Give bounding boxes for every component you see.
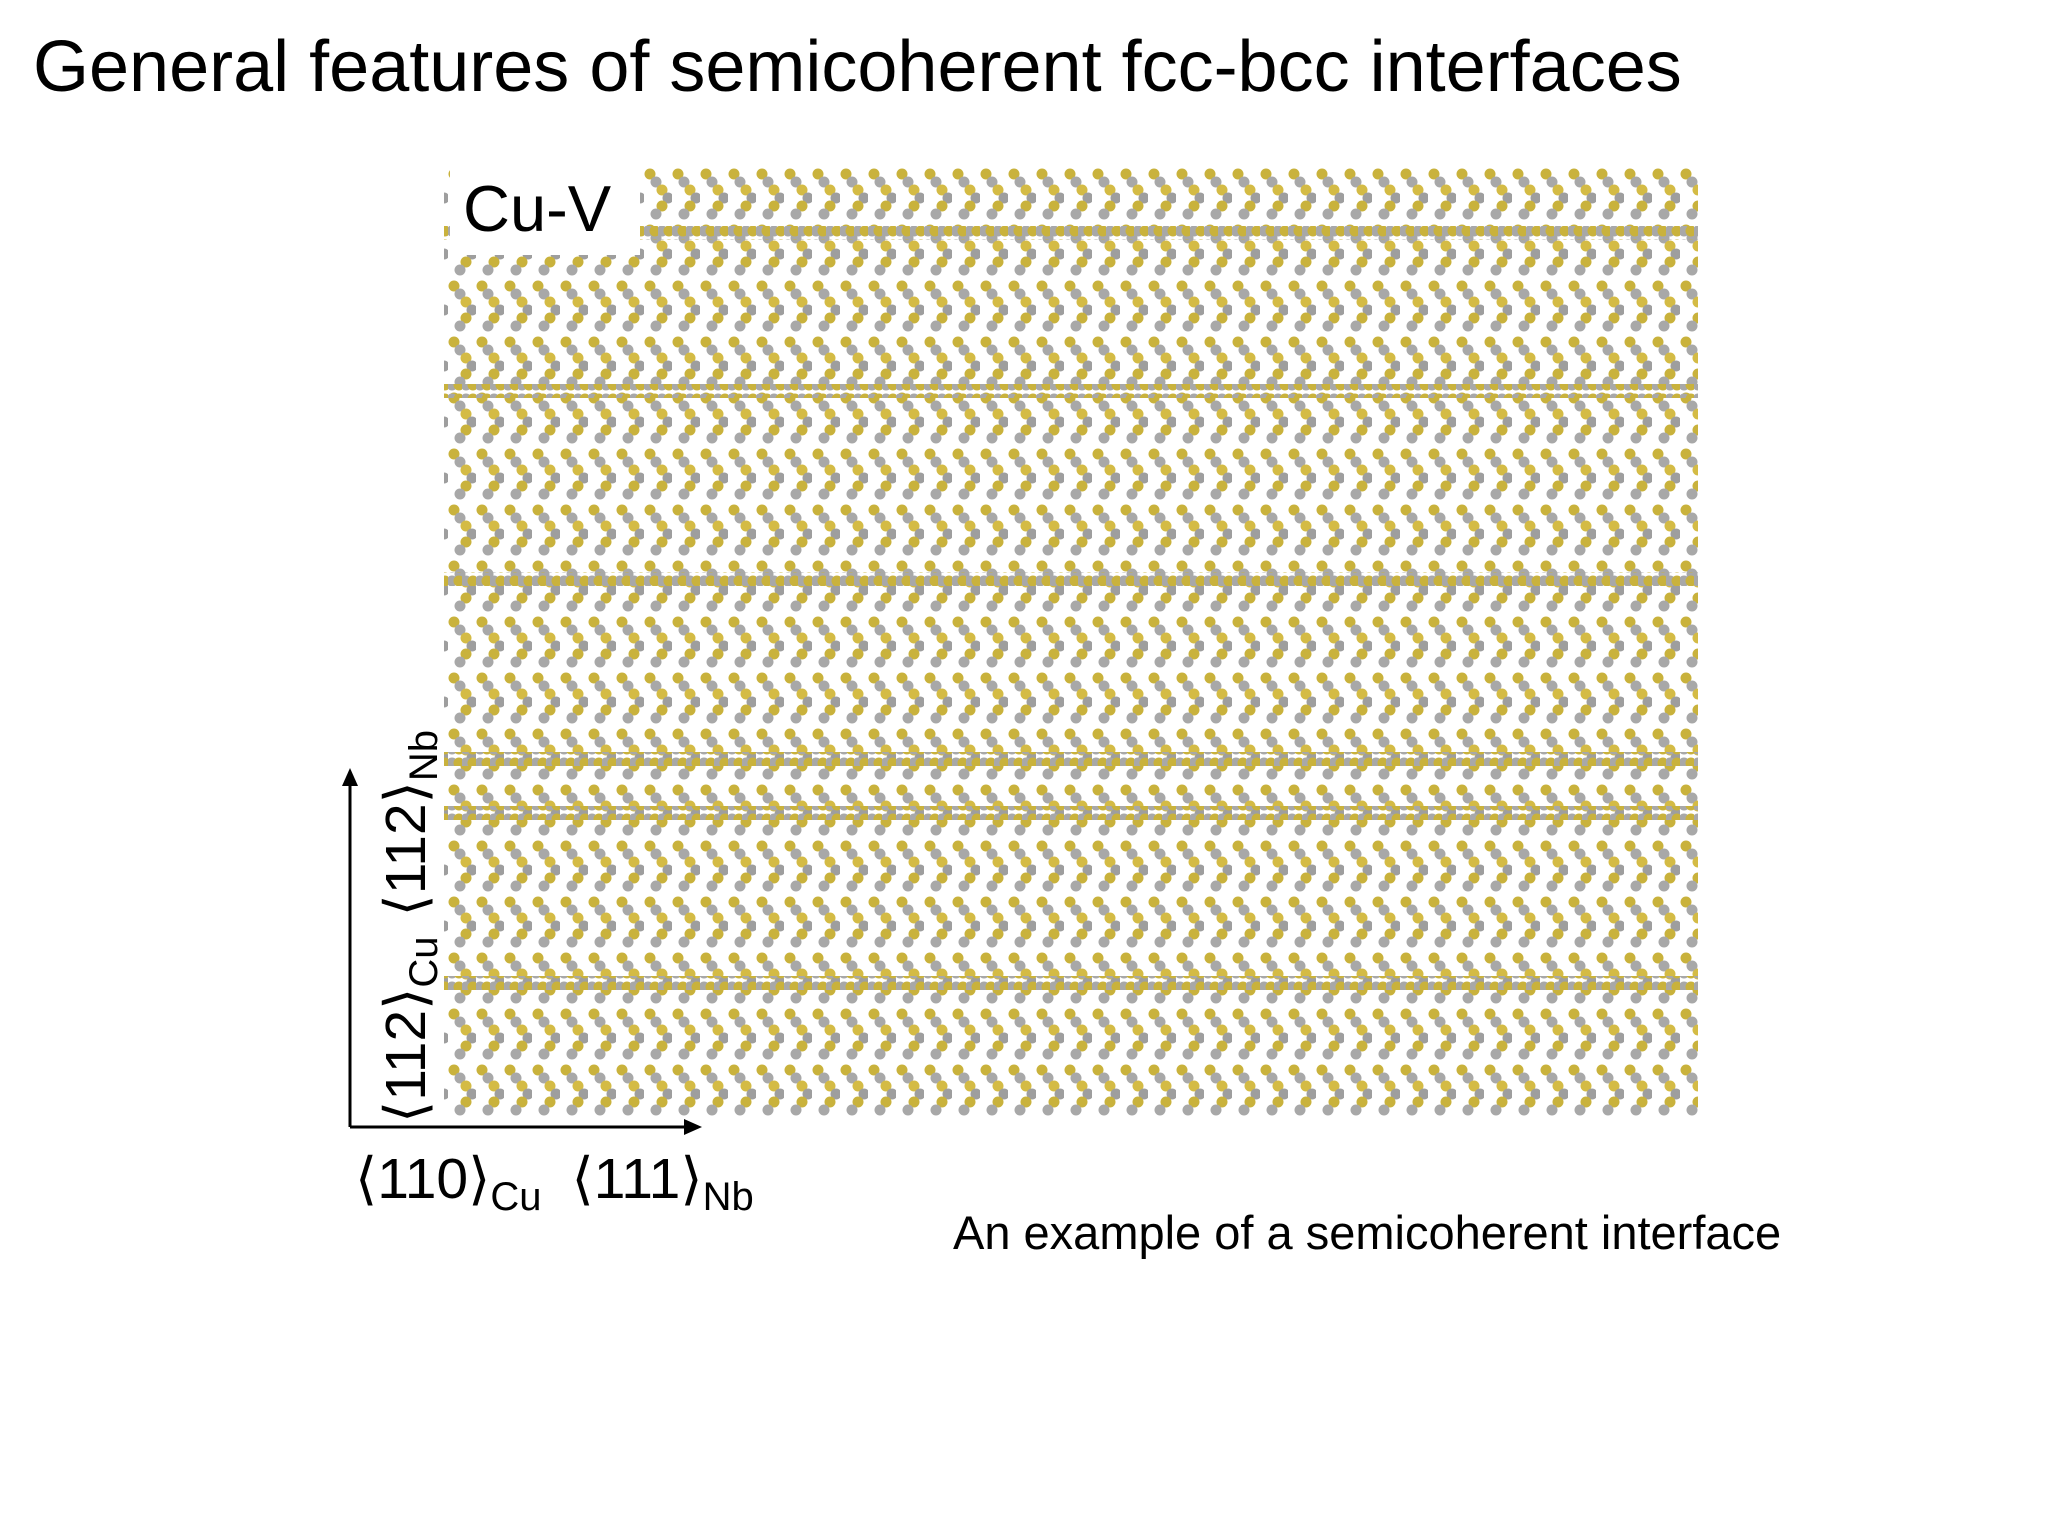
slide-title: General features of semicoherent fcc-bcc… [33,27,1682,107]
direction: ⟨110⟩ [355,1147,490,1211]
subscript: Cu [402,937,446,988]
direction: ⟨112⟩ [374,781,438,916]
subscript: Nb [703,1175,754,1219]
horizontal-axis-label: ⟨110⟩Cu ⟨111⟩Nb [355,1147,754,1219]
subscript: Cu [490,1175,541,1219]
atom-image: Cu-V [444,167,1698,1120]
direction: ⟨111⟩ [572,1147,703,1211]
subscript: Nb [402,730,446,781]
vertical-axis-label: ⟨112⟩Cu⟨112⟩Nb [374,730,446,1123]
direction: ⟨112⟩ [374,988,438,1123]
axes [342,768,702,1135]
figure-label: Cu-V [463,172,612,245]
caption: An example of a semicoherent interface [953,1206,1781,1259]
